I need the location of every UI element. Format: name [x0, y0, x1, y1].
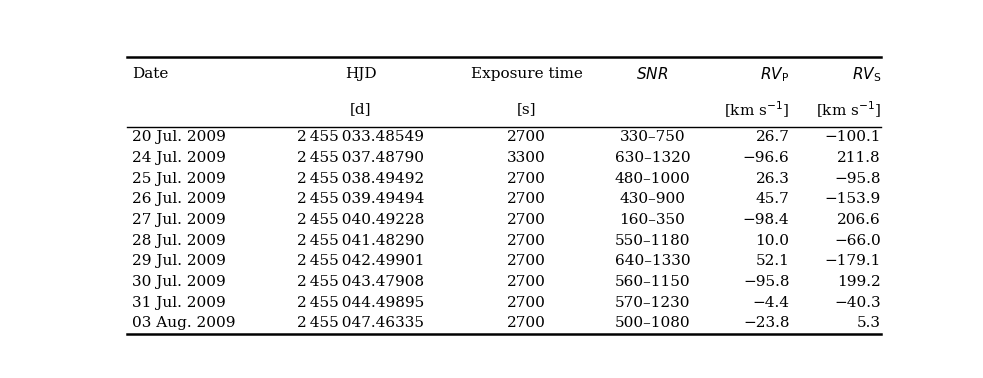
- Text: −95.8: −95.8: [835, 172, 881, 186]
- Text: 211.8: 211.8: [838, 151, 881, 165]
- Text: 29 Jul. 2009: 29 Jul. 2009: [132, 254, 226, 268]
- Text: 2 455 042.49901: 2 455 042.49901: [297, 254, 425, 268]
- Text: 25 Jul. 2009: 25 Jul. 2009: [132, 172, 226, 186]
- Text: 2 455 043.47908: 2 455 043.47908: [298, 275, 425, 289]
- Text: 430–900: 430–900: [619, 192, 685, 206]
- Text: 160–350: 160–350: [619, 213, 685, 227]
- Text: [d]: [d]: [350, 102, 372, 116]
- Text: 2 455 047.46335: 2 455 047.46335: [298, 316, 425, 330]
- Text: −179.1: −179.1: [825, 254, 881, 268]
- Text: 52.1: 52.1: [756, 254, 789, 268]
- Text: 206.6: 206.6: [838, 213, 881, 227]
- Text: −100.1: −100.1: [825, 130, 881, 144]
- Text: 2 455 039.49494: 2 455 039.49494: [297, 192, 425, 206]
- Text: 26 Jul. 2009: 26 Jul. 2009: [132, 192, 226, 206]
- Text: 2700: 2700: [507, 192, 547, 206]
- Text: 26.3: 26.3: [756, 172, 789, 186]
- Text: 5.3: 5.3: [857, 316, 881, 330]
- Text: 2 455 044.49895: 2 455 044.49895: [297, 296, 425, 310]
- Text: Exposure time: Exposure time: [471, 67, 583, 82]
- Text: $\mathit{RV}_{\mathrm{P}}$: $\mathit{RV}_{\mathrm{P}}$: [761, 65, 789, 84]
- Text: 2 455 038.49492: 2 455 038.49492: [297, 172, 425, 186]
- Text: $\mathit{SNR}$: $\mathit{SNR}$: [636, 67, 668, 82]
- Text: 31 Jul. 2009: 31 Jul. 2009: [132, 296, 226, 310]
- Text: [km s$^{-1}$]: [km s$^{-1}$]: [816, 99, 881, 119]
- Text: 10.0: 10.0: [756, 234, 789, 248]
- Text: −98.4: −98.4: [743, 213, 789, 227]
- Text: 550–1180: 550–1180: [614, 234, 690, 248]
- Text: 2700: 2700: [507, 130, 547, 144]
- Text: 2 455 037.48790: 2 455 037.48790: [298, 151, 425, 165]
- Text: 480–1000: 480–1000: [614, 172, 690, 186]
- Text: 2700: 2700: [507, 254, 547, 268]
- Text: 2700: 2700: [507, 275, 547, 289]
- Text: $\mathit{RV}_{\mathrm{S}}$: $\mathit{RV}_{\mathrm{S}}$: [851, 65, 881, 84]
- Text: 2700: 2700: [507, 316, 547, 330]
- Text: 03 Aug. 2009: 03 Aug. 2009: [132, 316, 236, 330]
- Text: 2 455 033.48549: 2 455 033.48549: [298, 130, 425, 144]
- Text: 640–1330: 640–1330: [614, 254, 690, 268]
- Text: −96.6: −96.6: [743, 151, 789, 165]
- Text: 26.7: 26.7: [756, 130, 789, 144]
- Text: 2700: 2700: [507, 296, 547, 310]
- Text: 30 Jul. 2009: 30 Jul. 2009: [132, 275, 226, 289]
- Text: −23.8: −23.8: [743, 316, 789, 330]
- Text: 27 Jul. 2009: 27 Jul. 2009: [132, 213, 226, 227]
- Text: 45.7: 45.7: [756, 192, 789, 206]
- Text: 2700: 2700: [507, 172, 547, 186]
- Text: −153.9: −153.9: [825, 192, 881, 206]
- Text: [s]: [s]: [517, 102, 537, 116]
- Text: 24 Jul. 2009: 24 Jul. 2009: [132, 151, 226, 165]
- Text: −4.4: −4.4: [752, 296, 789, 310]
- Text: 2700: 2700: [507, 234, 547, 248]
- Text: 2 455 041.48290: 2 455 041.48290: [297, 234, 425, 248]
- Text: −95.8: −95.8: [743, 275, 789, 289]
- Text: 20 Jul. 2009: 20 Jul. 2009: [132, 130, 226, 144]
- Text: HJD: HJD: [345, 67, 376, 82]
- Text: 2 455 040.49228: 2 455 040.49228: [297, 213, 425, 227]
- Text: 199.2: 199.2: [838, 275, 881, 289]
- Text: −66.0: −66.0: [835, 234, 881, 248]
- Text: 28 Jul. 2009: 28 Jul. 2009: [132, 234, 226, 248]
- Text: 330–750: 330–750: [619, 130, 685, 144]
- Text: [km s$^{-1}$]: [km s$^{-1}$]: [724, 99, 789, 119]
- Text: 560–1150: 560–1150: [614, 275, 690, 289]
- Text: Date: Date: [132, 67, 168, 82]
- Text: 2700: 2700: [507, 213, 547, 227]
- Text: 570–1230: 570–1230: [614, 296, 690, 310]
- Text: 630–1320: 630–1320: [614, 151, 690, 165]
- Text: 3300: 3300: [507, 151, 546, 165]
- Text: −40.3: −40.3: [835, 296, 881, 310]
- Text: 500–1080: 500–1080: [614, 316, 690, 330]
